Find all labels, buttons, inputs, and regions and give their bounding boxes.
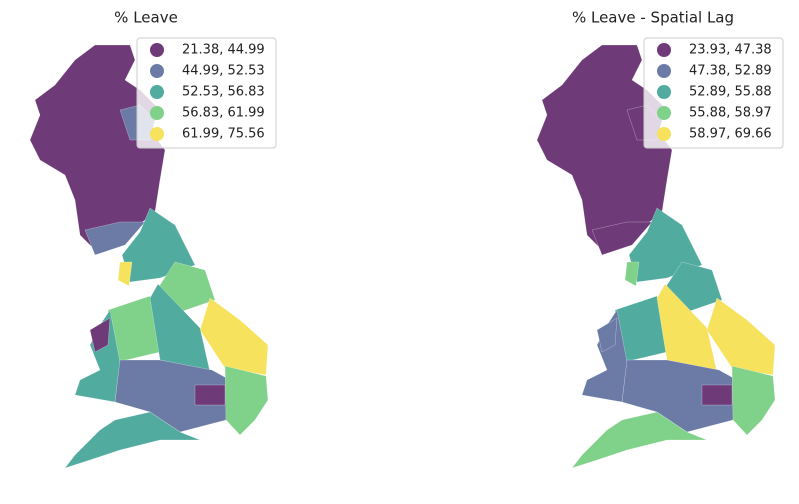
legend-label: 44.99, 52.53 — [182, 64, 265, 79]
legend-box — [136, 37, 277, 149]
map-region — [84, 221, 146, 256]
map-region — [591, 221, 653, 256]
map-title: % Leave - Spatial Lag — [572, 9, 734, 27]
legend-label: 21.38, 44.99 — [182, 43, 265, 58]
map-region — [571, 411, 708, 469]
legend-marker — [150, 85, 164, 99]
legend-label: 52.89, 55.88 — [689, 85, 772, 100]
legend-marker — [657, 85, 671, 99]
map-region — [624, 261, 640, 287]
legend-box — [643, 37, 784, 149]
legend-label: 52.53, 56.83 — [182, 85, 265, 100]
map-region — [596, 317, 618, 353]
map-region — [199, 297, 269, 376]
legend-marker — [150, 127, 164, 141]
legend-marker — [657, 43, 671, 57]
legend-label: 23.93, 47.38 — [689, 43, 772, 58]
map-region — [706, 297, 776, 376]
map-region — [194, 384, 226, 406]
legend-label: 55.88, 58.97 — [689, 106, 772, 121]
legend-marker — [657, 127, 671, 141]
map-region — [117, 261, 133, 287]
map-region — [224, 365, 269, 436]
map-region — [64, 411, 201, 469]
legend-marker — [150, 64, 164, 78]
legend-label: 56.83, 61.99 — [182, 106, 265, 121]
legend-label: 61.99, 75.56 — [182, 127, 265, 142]
map-region — [89, 317, 111, 353]
legend-label: 58.97, 69.66 — [689, 127, 772, 142]
legend-marker — [657, 64, 671, 78]
map-region — [701, 384, 733, 406]
legend-marker — [150, 43, 164, 57]
legend-marker — [657, 106, 671, 120]
legend-marker — [150, 106, 164, 120]
map-region — [731, 365, 776, 436]
legend-label: 47.38, 52.89 — [689, 64, 772, 79]
map-title: % Leave — [114, 9, 178, 27]
